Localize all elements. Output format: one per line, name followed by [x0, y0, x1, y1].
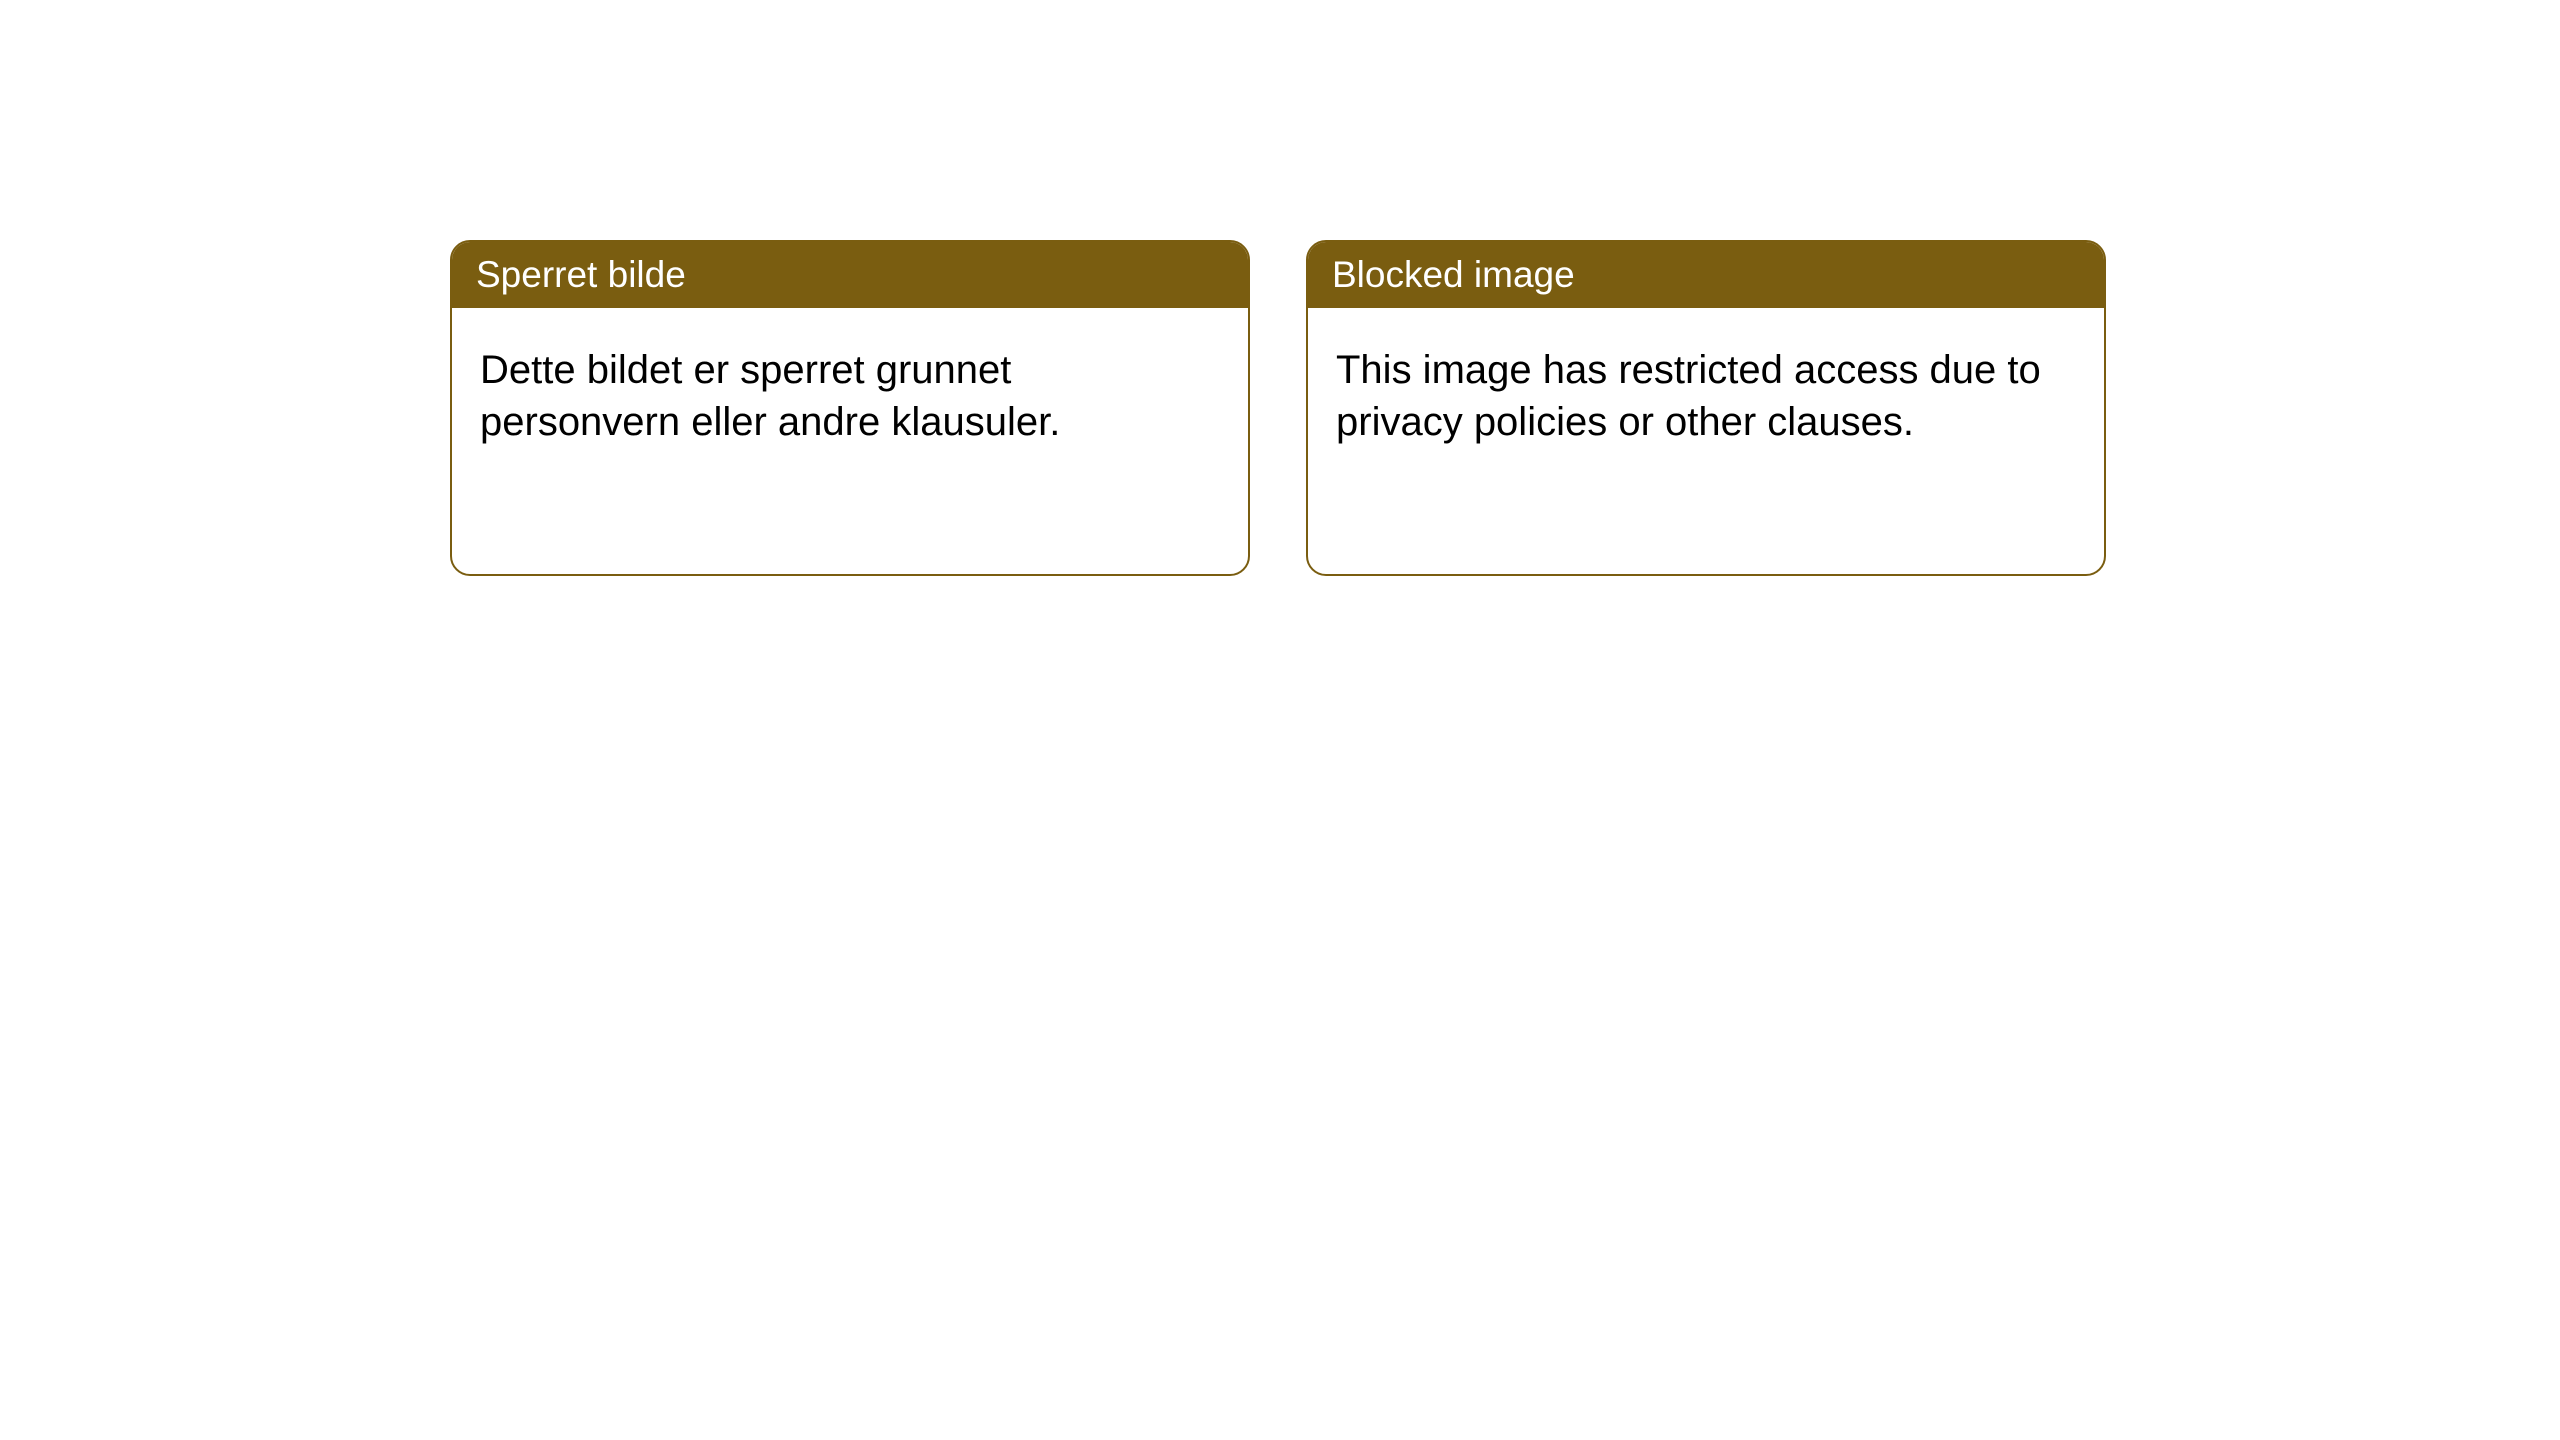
blocked-image-notice-norwegian: Sperret bilde Dette bildet er sperret gr… [450, 240, 1250, 576]
blocked-image-notice-english: Blocked image This image has restricted … [1306, 240, 2106, 576]
notice-body-norwegian: Dette bildet er sperret grunnet personve… [452, 308, 1248, 484]
notice-header-norwegian: Sperret bilde [452, 242, 1248, 308]
notice-container: Sperret bilde Dette bildet er sperret gr… [0, 0, 2560, 576]
notice-header-english: Blocked image [1308, 242, 2104, 308]
notice-body-english: This image has restricted access due to … [1308, 308, 2104, 484]
